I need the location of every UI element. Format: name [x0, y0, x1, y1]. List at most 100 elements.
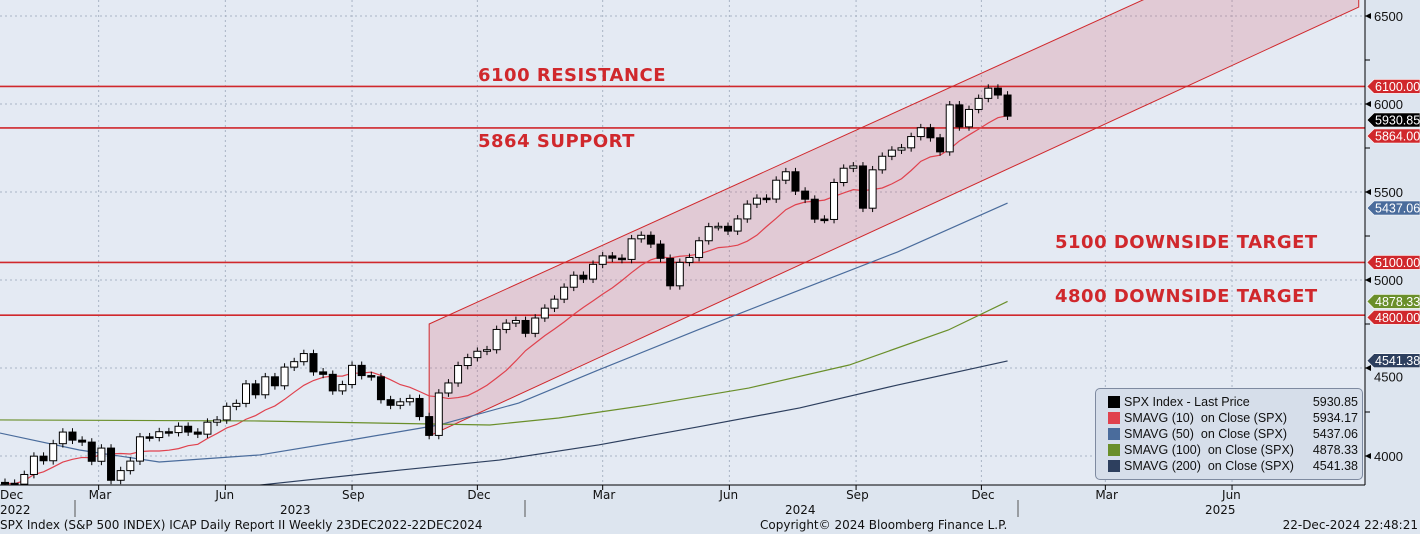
candle-body: [598, 255, 607, 265]
candle-body: [646, 234, 655, 245]
candle: [965, 105, 973, 131]
x-tick-label: Jun: [1221, 488, 1241, 502]
candle: [714, 222, 723, 231]
candle: [78, 436, 87, 446]
candle-body: [965, 108, 973, 128]
candle: [974, 94, 983, 114]
x-tick-label: Sep: [342, 488, 365, 502]
candle: [376, 372, 385, 404]
candle-body: [164, 431, 173, 434]
candle-body: [338, 384, 347, 392]
candle: [473, 347, 482, 362]
candle: [617, 254, 626, 264]
candle-body: [936, 137, 945, 153]
candle: [348, 361, 357, 389]
candle: [521, 316, 530, 338]
candle: [955, 101, 964, 131]
candle: [531, 314, 540, 338]
candle: [270, 372, 279, 390]
candle: [849, 162, 858, 173]
candle: [878, 152, 887, 174]
candle: [579, 271, 588, 283]
candle-body: [887, 149, 896, 157]
value-tag-shape: [1366, 353, 1420, 369]
x-tick-label: Mar: [593, 488, 616, 502]
candle-body: [135, 436, 144, 462]
candle-body: [695, 240, 704, 258]
candle: [444, 379, 453, 397]
x-year-label: 2023: [280, 503, 311, 517]
candle-body: [521, 319, 530, 334]
x-tick-label: Dec: [467, 488, 490, 502]
candle: [87, 438, 96, 466]
candle-body: [868, 169, 877, 209]
candle: [20, 470, 29, 485]
candle-body: [589, 263, 598, 280]
candle-body: [299, 353, 308, 363]
candle-body: [743, 203, 752, 220]
candle-body: [762, 197, 771, 201]
candle-body: [1003, 94, 1012, 117]
candle: [887, 146, 896, 161]
candle-body: [492, 328, 501, 351]
value-tag-shape: [1366, 112, 1420, 128]
candle: [598, 252, 607, 269]
candle: [801, 187, 810, 204]
candle: [425, 412, 434, 440]
candle-body: [733, 218, 742, 232]
candle: [367, 371, 376, 381]
candle-body: [878, 155, 887, 171]
candle-body: [608, 255, 617, 259]
candle: [984, 84, 993, 103]
candle: [656, 240, 665, 263]
candle: [396, 397, 405, 410]
candle: [29, 452, 38, 479]
value-tag-text: 4541.38: [1375, 354, 1420, 368]
candle-body: [473, 350, 482, 359]
candle-body: [328, 373, 337, 392]
x-year-label: 2025: [1205, 503, 1236, 517]
candle-body: [357, 364, 366, 377]
x-tick-label: Jun: [718, 488, 738, 502]
legend-row: SPX Index - Last Price 5930.85: [1100, 394, 1358, 410]
candle: [261, 372, 270, 399]
candle: [405, 394, 414, 406]
candle-body: [87, 441, 96, 462]
candle-body: [454, 365, 463, 384]
candle-body: [483, 349, 491, 352]
y-tick-label: 4000: [1374, 449, 1403, 464]
candle-body: [78, 439, 87, 443]
candle: [945, 101, 954, 156]
legend-swatch: [1108, 412, 1120, 424]
candle-body: [955, 104, 964, 128]
candle-body: [49, 443, 58, 462]
candle-body: [270, 376, 279, 387]
candle: [135, 432, 144, 465]
candle: [858, 162, 867, 213]
candle-body: [396, 401, 405, 406]
value-tag-shape: [1366, 79, 1420, 94]
legend-name: SMAVG (200) on Close (SPX): [1124, 459, 1294, 473]
candle: [608, 252, 617, 263]
candle-body: [656, 243, 665, 259]
candle-body: [126, 460, 135, 472]
legend-name: SMAVG (50) on Close (SPX): [1124, 427, 1288, 441]
candle-body: [772, 179, 781, 200]
value-tag-shape: [1366, 200, 1420, 216]
candle-body: [839, 167, 848, 183]
candle: [126, 457, 135, 475]
sma-line: [0, 202, 1008, 463]
candle: [810, 195, 819, 223]
candle-body: [579, 274, 588, 280]
candle-body: [193, 431, 202, 435]
y-tick-label: 5000: [1374, 273, 1403, 288]
candle: [155, 427, 164, 442]
candle-body: [1, 481, 9, 485]
candle-body: [107, 447, 116, 481]
candle-body: [907, 136, 916, 149]
candle-body: [511, 319, 520, 324]
candle: [1, 478, 9, 485]
candle-body: [203, 421, 212, 435]
candle-body: [791, 171, 800, 192]
